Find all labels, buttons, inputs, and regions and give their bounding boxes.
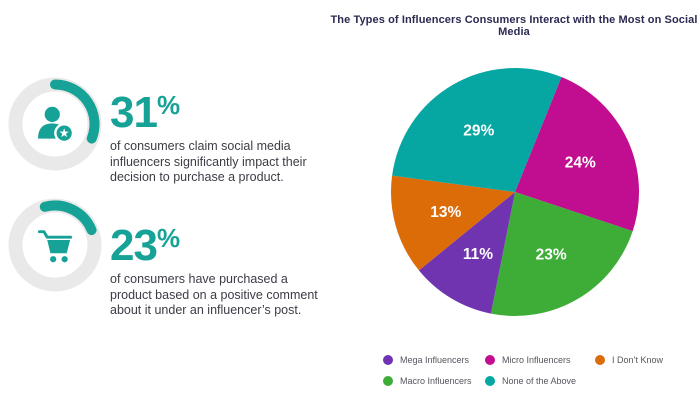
pie-slice-macro-influencers [490,192,633,317]
stat-description-line: of consumers have purchased a [110,272,288,286]
legend-dot-icon [595,355,605,365]
stat-donut-2 [8,198,102,292]
stat-description-line: product based on a positive comment [110,287,318,302]
pie-slice-label: 29% [463,122,494,139]
stat-number-2: 23% [110,221,181,270]
pie-slice-micro-influencers [515,77,639,232]
legend-label: I Don’t Know [612,355,664,365]
chart-title: The Types of Influencers Consumers Inter… [330,14,698,38]
pie-slice-label: 11% [463,246,493,263]
stat-progress-arc [39,200,97,236]
pie-slice-mega-influencers [418,192,515,314]
stat-description-1: of consumers claim social media influenc… [110,139,350,186]
person-star-icon [38,106,75,144]
pie-slice-label: 13% [430,204,461,221]
legend-dot-icon [383,376,393,386]
chart-legend: Mega Influencers Micro Influencers I Don… [383,355,663,386]
legend-item-micro-influencers: Micro Influencers [485,355,595,365]
shopping-cart-icon [37,230,73,263]
stat-donut-1 [8,77,102,171]
legend-item-i-dont-know: I Don’t Know [595,355,663,365]
legend-item-none-of-the-above: None of the Above [485,376,595,386]
legend-label: Macro Influencers [400,376,472,386]
stat-number-1: 31% [110,88,181,137]
stat-description-line: about it under an influencer’s post. [110,303,302,317]
legend-dot-icon [485,355,495,365]
legend-dot-icon [485,376,495,386]
legend-dot-icon [383,355,393,365]
stat-block-2: 23% of consumers have purchased a produc… [110,215,350,319]
pie-slice-none-of-the-above [392,68,562,192]
pie-chart: 24% 23% 11% 13% 29% [391,68,639,317]
legend-label: None of the Above [502,376,577,386]
legend-label: Micro Influencers [502,355,571,365]
pie-slice-i-don-t-know [391,175,515,271]
legend-item-macro-influencers: Macro Influencers [383,376,485,386]
stat-description-2: of consumers have purchased a product ba… [110,272,350,319]
legend-item-mega-influencers: Mega Influencers [383,355,485,365]
stat-progress-arc [50,79,100,144]
pie-chart-area: 24% 23% 11% 13% 29% [390,67,640,317]
pie-slice-label: 24% [565,154,596,171]
stat-description-line: of consumers claim social media [110,139,291,153]
pie-slice-label: 23% [536,247,567,264]
stat-description-line: influencers significantly impact their [110,154,307,169]
stat-block-1: 31% of consumers claim social media infl… [110,82,350,186]
legend-label: Mega Influencers [400,355,470,365]
stat-description-line: decision to purchase a product. [110,170,284,184]
